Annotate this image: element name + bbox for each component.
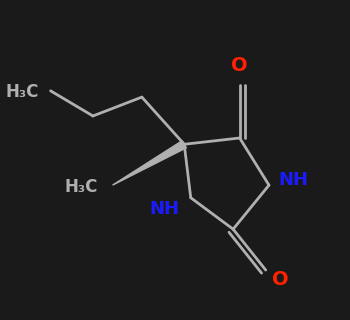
Polygon shape — [112, 141, 187, 185]
Text: NH: NH — [149, 200, 179, 218]
Text: O: O — [272, 270, 289, 289]
Text: H₃C: H₃C — [6, 84, 39, 101]
Text: O: O — [231, 56, 248, 75]
Text: H₃C: H₃C — [64, 178, 98, 196]
Text: NH: NH — [279, 172, 309, 189]
